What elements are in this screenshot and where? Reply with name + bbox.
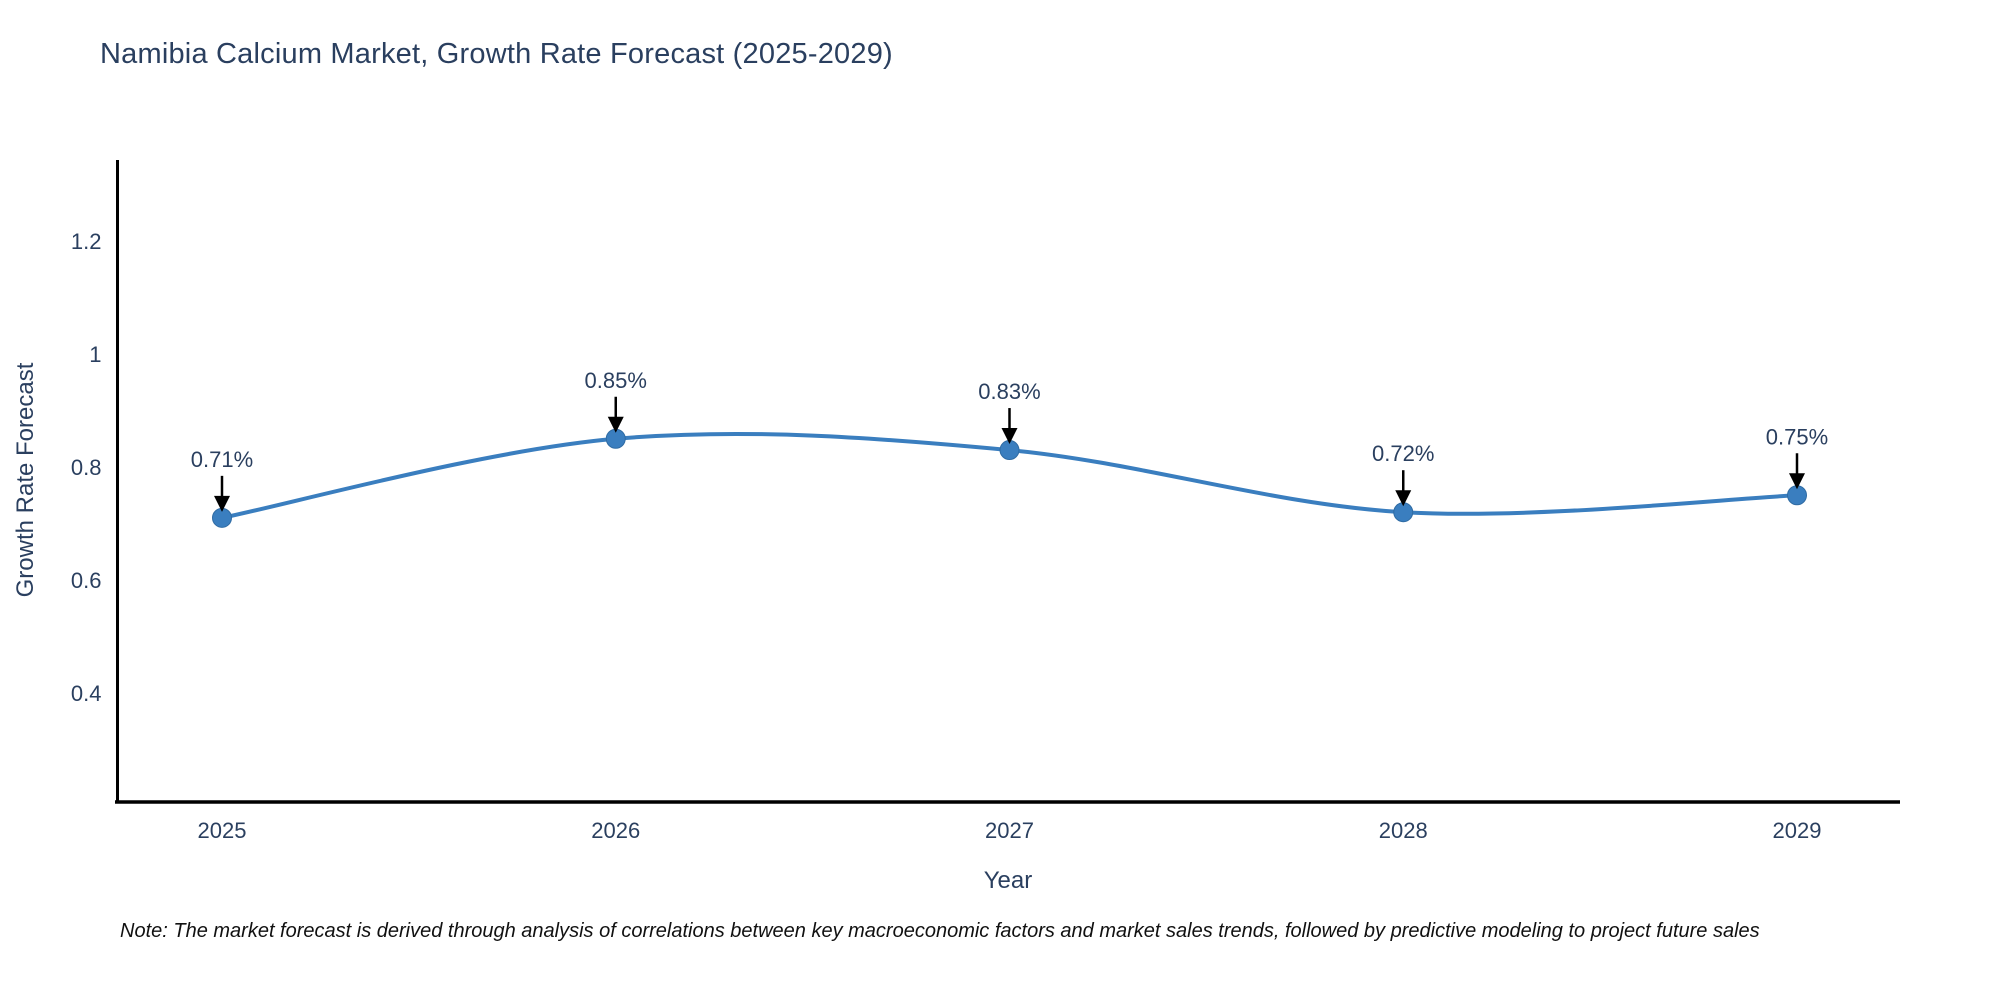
x-tick-label: 2027 [985,818,1034,843]
x-tick-label: 2026 [591,818,640,843]
annotation-label: 0.85% [585,368,647,393]
y-tick-label: 0.4 [71,681,102,706]
annotation-label: 0.71% [191,447,253,472]
x-tick-label: 2028 [1379,818,1428,843]
x-axis-title: Year [983,867,1033,894]
annotation-arrowhead [1789,473,1805,490]
annotation-arrowhead [607,416,624,433]
annotation-arrowhead [214,495,230,512]
y-tick-label: 1 [89,342,101,367]
annotation-label: 0.72% [1372,441,1434,466]
y-tick-label: 0.6 [71,568,102,593]
footnote: Note: The market forecast is derived thr… [120,920,1760,942]
x-tick-label: 2025 [198,818,247,843]
y-tick-label: 0.8 [71,455,102,480]
annotation-arrowhead [1001,428,1018,445]
annotation-label: 0.83% [978,379,1040,404]
y-tick-label: 1.2 [71,229,102,254]
x-tick-label: 2029 [1773,818,1822,843]
annotation-label: 0.75% [1766,424,1828,449]
chart-title: Namibia Calcium Market, Growth Rate Fore… [100,38,893,70]
annotation-arrowhead [1395,490,1412,507]
